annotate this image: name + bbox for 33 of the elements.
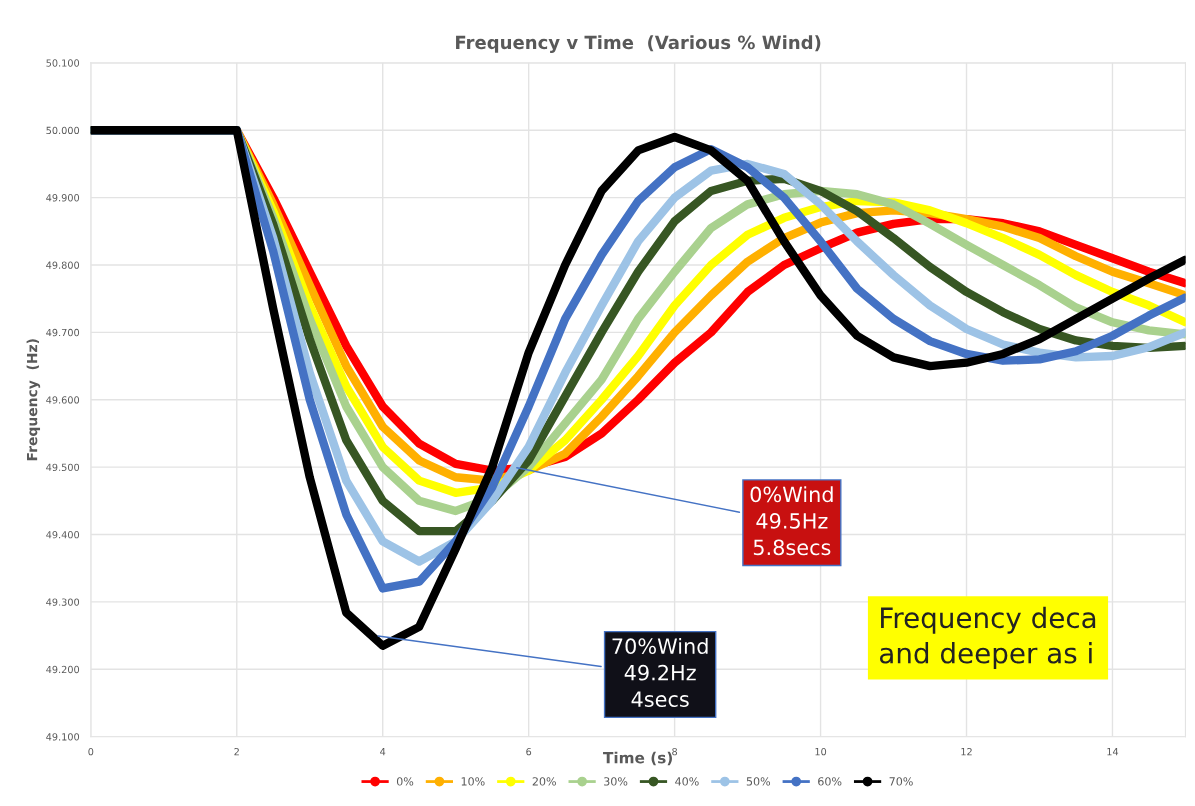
y-tick-label: 49.500 [46,463,80,471]
legend-label: 20% [532,777,556,786]
y-tick-label: 49.200 [46,665,80,674]
y-tick-label: 50.000 [46,126,80,135]
y-tick-label: 49.100 [46,733,80,741]
x-tick-label: 12 [961,747,972,756]
x-tick-label: 8 [672,747,678,756]
y-tick-label: 49.700 [46,328,80,337]
legend-label: 50% [746,777,771,786]
x-tick-label: 10 [815,747,827,756]
x-tick-label: 2 [234,747,239,756]
y-tick-label: 49.400 [46,531,80,539]
y-tick-label: 49.300 [46,598,80,606]
annotation: 70%Wind 49.2Hz 4secs [612,637,708,708]
x-tick-label: 4 [380,748,386,756]
legend-label: 70% [889,777,913,786]
annotation: Frequency deca and deeper as i [879,606,1096,669]
y-tick-label: 50.100 [46,59,80,67]
x-tick-label: 6 [526,747,532,756]
annotation: 0%Wind 49.5Hz 5.8secs [750,486,833,556]
y-tick-label: 49.900 [46,194,80,202]
y-tick-label: 49.800 [46,261,80,269]
legend-label: 10% [461,777,485,786]
legend-label: 30% [604,777,628,786]
y-tick-label: 49.600 [46,396,80,404]
x-axis-title: Time (s) [603,751,672,766]
y-axis-title: Frequency (Hz) [26,339,41,461]
x-tick-label: 14 [1107,748,1119,756]
legend-label: 0% [396,777,414,786]
chart-title: Frequency v Time (Various % Wind) [456,35,821,53]
legend-label: 60% [818,777,842,786]
x-tick-label: 0 [88,747,94,756]
legend-label: 40% [675,777,699,786]
